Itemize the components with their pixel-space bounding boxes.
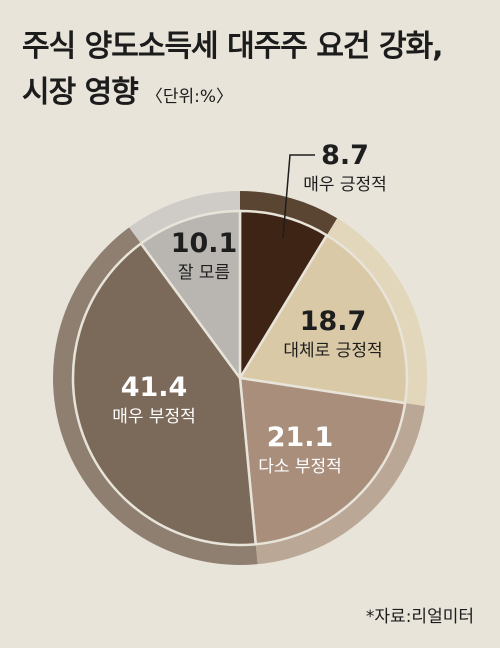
title-line-1: 주식 양도소득세 대주주 요건 강화,: [22, 29, 444, 64]
slice-label-4: 매우 부정적: [112, 407, 196, 427]
title-line-2: 시장 영향 〈단위:%〉: [22, 70, 443, 120]
slice-label-2: 대체로 긍정적: [283, 341, 382, 361]
source-note: *자료:리얼미터: [365, 607, 474, 627]
pie-labels: 8.7 매우 긍정적 18.7 대체로 긍정적 21.1 다소 부정적 41.4 매우 부정적…: [112, 140, 387, 477]
pie-slice-2: [237, 233, 409, 405]
slice-label-3: 다소 부정적: [258, 457, 342, 477]
leader-line-slice-1: [282, 154, 315, 239]
chart-title: 주식 양도소득세 대주주 요건 강화, 시장 영향 〈단위:%〉: [22, 24, 444, 120]
slice-label-1: 매우 긍정적: [303, 175, 387, 195]
slice-value-2: 18.7: [300, 306, 367, 337]
pie-slices: [71, 209, 409, 547]
slice-label-5: 잘 모름: [178, 263, 230, 283]
slice-value-3: 21.1: [267, 422, 334, 453]
title-line-2-text: 시장 영향: [22, 75, 139, 110]
slice-value-1: 8.7: [321, 140, 369, 171]
slice-value-5: 10.1: [171, 228, 238, 259]
leader-lines: [282, 154, 315, 239]
slice-value-4: 41.4: [121, 372, 188, 403]
pie-slice-4: [71, 241, 258, 547]
pie-slice-3: [238, 376, 407, 546]
pie-slice-5: [139, 209, 242, 382]
unit-label: 〈단위:%〉: [145, 87, 234, 107]
